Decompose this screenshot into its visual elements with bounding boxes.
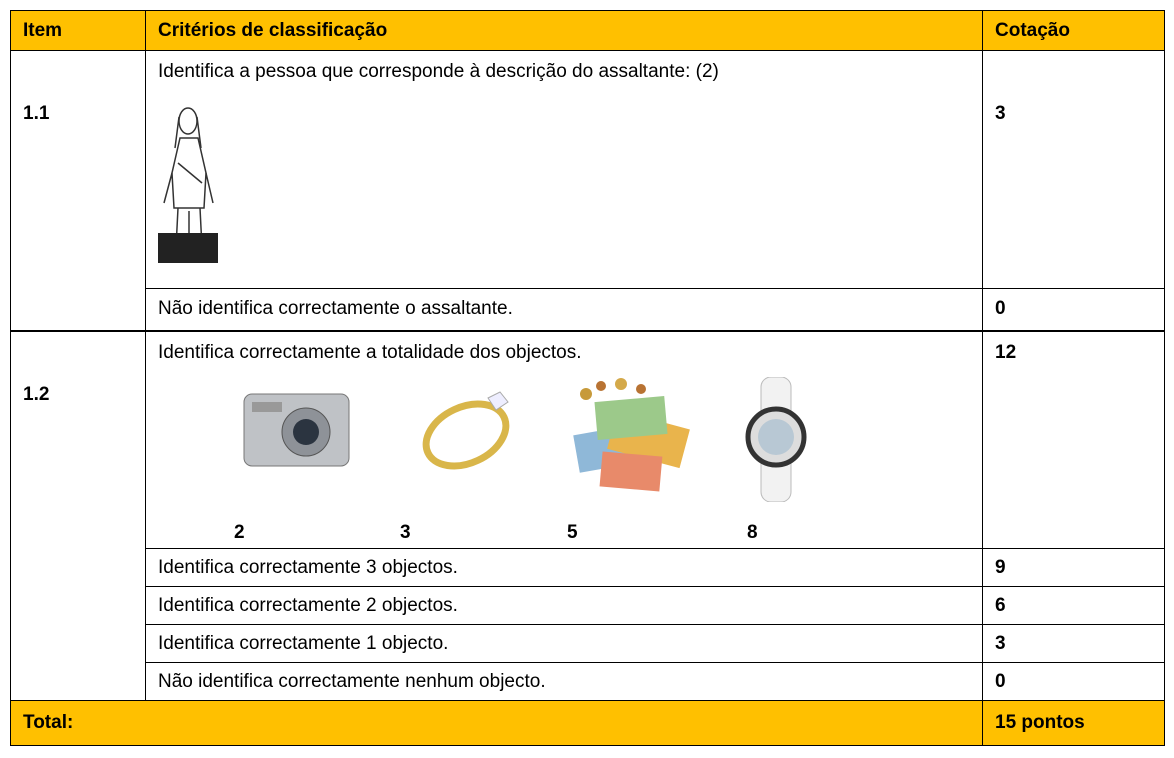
score-cell: 9 [982,548,1165,587]
header-cell: Critérios de classificação [145,10,983,51]
header-text: Cotação [995,20,1070,41]
suspect-illustration [158,107,218,263]
criteria-cell: Não identifica correctamente o assaltant… [145,288,983,331]
score-text: 3 [995,633,1006,654]
score-text: 0 [995,671,1006,692]
image-label: 2 [234,522,245,543]
criteria-text: Identifica correctamente 1 objecto. [158,633,449,654]
item-label: 1.2 [23,384,50,405]
criteria-cell: Identifica correctamente 3 objectos. [145,548,983,587]
score-text: 3 [995,103,1006,124]
criteria-text: Não identifica correctamente o assaltant… [158,298,513,319]
total-score-cell: 15 pontos [982,700,1165,746]
watch-image [745,377,807,502]
score-cell: 6 [982,586,1165,625]
header-text: Item [23,20,63,41]
score-cell: 3 [982,624,1165,663]
ring-image [422,391,510,470]
criteria-cell: Não identifica correctamente nenhum obje… [145,662,983,701]
money-image [573,378,690,492]
score-text: 0 [995,298,1006,319]
total-label-cell: Total: [10,700,983,746]
image-label: 5 [567,522,578,543]
criteria-text: Identifica a pessoa que corresponde à de… [158,61,719,82]
score-cell: 12 [982,330,1165,549]
score-cell: 0 [982,662,1165,701]
image-label: 3 [400,522,411,543]
item-label: 1.1 [23,103,50,124]
item-cell: 1.1 [10,50,146,331]
score-cell: 3 [982,50,1165,289]
total-score: 15 pontos [995,712,1085,733]
total-label: Total: [23,712,74,733]
image-label: 8 [747,522,758,543]
criteria-cell: Identifica correctamente a totalidade do… [145,330,983,549]
score-text: 6 [995,595,1006,616]
camera-image [243,393,350,467]
header-cell: Item [10,10,146,51]
score-cell: 0 [982,288,1165,331]
item-cell: 1.2 [10,330,146,701]
criteria-text: Identifica correctamente a totalidade do… [158,342,582,363]
criteria-text: Identifica correctamente 3 objectos. [158,557,458,578]
score-text: 9 [995,557,1006,578]
criteria-cell: Identifica correctamente 1 objecto. [145,624,983,663]
score-text: 12 [995,342,1017,363]
criteria-text: Identifica correctamente 2 objectos. [158,595,458,616]
header-text: Critérios de classificação [158,20,388,41]
criteria-cell: Identifica a pessoa que corresponde à de… [145,50,983,289]
header-cell: Cotação [982,10,1165,51]
criteria-text: Não identifica correctamente nenhum obje… [158,671,546,692]
criteria-cell: Identifica correctamente 2 objectos. [145,586,983,625]
